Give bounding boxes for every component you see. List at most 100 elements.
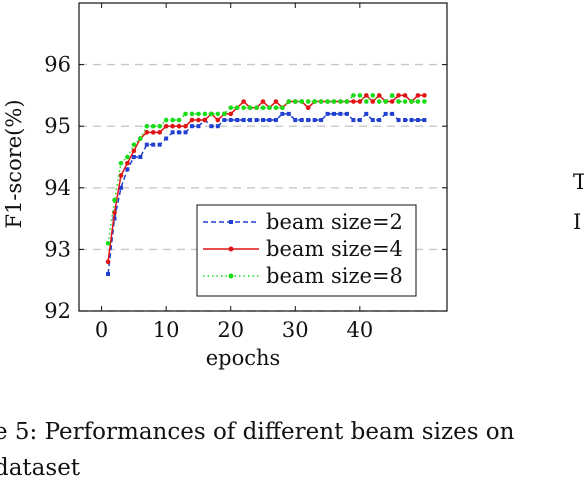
series-3-point (267, 105, 272, 111)
y-axis-label: F1-score(%) (2, 99, 26, 228)
series-3-point (376, 99, 382, 104)
x-axis-label: epochs (206, 346, 281, 370)
series-3-point (176, 117, 182, 123)
series-3-point (389, 93, 395, 98)
series-2-point (273, 99, 279, 104)
plot-frame (78, 2, 448, 312)
series-1-point (312, 118, 317, 123)
chart-figure: 92 93 94 95 96 0 10 20 30 40 F1-score(%) epochs b… (2, 2, 448, 370)
series-1-point (377, 118, 382, 123)
series-3-point (351, 93, 356, 98)
series-1-point (370, 118, 375, 123)
series-1-point (357, 118, 362, 123)
series-2-point (305, 105, 311, 111)
series-3-point (318, 99, 324, 104)
series-2-point (396, 93, 401, 98)
series-1-point (344, 111, 349, 116)
series-1-point (144, 142, 149, 147)
series-2-point (189, 117, 195, 123)
series-1-point (409, 118, 414, 123)
series-3-point (363, 99, 369, 104)
series-1-point (415, 118, 420, 123)
x-tick-label: 0 (95, 318, 108, 342)
series-3-point (396, 99, 401, 104)
series-1-point (319, 118, 324, 123)
series-2-point (163, 123, 169, 129)
series-1-point (183, 130, 188, 135)
y-tick-label: 94 (44, 176, 71, 200)
series-1-point (403, 118, 408, 123)
legend-box (196, 204, 417, 297)
series-3-point (325, 99, 330, 104)
series-3-point (402, 99, 408, 104)
series-1-point (422, 118, 427, 123)
series-2-point (215, 117, 221, 123)
series-3-point (305, 99, 311, 104)
series-2-point (260, 99, 266, 104)
series-lines (105, 93, 427, 277)
y-tick-label: 93 (44, 237, 71, 261)
series-3-point (331, 99, 337, 104)
series-2-point (389, 99, 395, 104)
series-2-point (415, 93, 421, 98)
series-1-point (338, 111, 343, 116)
series-2-point (157, 130, 163, 135)
series-3-point (196, 111, 201, 117)
series-1-point (325, 111, 330, 116)
series-3-point (228, 105, 234, 111)
series-1-point (151, 142, 156, 147)
series-2-point (202, 117, 208, 123)
series-1-point (170, 130, 175, 135)
series-3-point (254, 105, 259, 111)
series-2-point (125, 160, 130, 166)
series-2-point (376, 93, 382, 98)
series-3-point (112, 197, 117, 203)
x-tick-label: 30 (282, 318, 309, 342)
caption-line-2: dataset (0, 455, 81, 481)
right-text-fragment-2: I (573, 210, 582, 234)
series-3-point (209, 111, 214, 117)
series-3-point (370, 93, 376, 98)
series-1-point (293, 118, 298, 123)
series-3-point (273, 105, 279, 111)
series-1-point (351, 118, 356, 123)
y-tick-label: 95 (44, 114, 71, 138)
series-1-point (189, 124, 194, 129)
series-1-point (299, 118, 304, 123)
series-3-point (202, 111, 208, 117)
series-3-point (422, 99, 427, 104)
series-3-point (260, 105, 266, 111)
series-1-point (261, 118, 265, 123)
series-1-point (106, 272, 111, 277)
series-1-point (286, 111, 291, 116)
series-3-point (415, 99, 421, 104)
series-1-point (209, 124, 214, 129)
series-3-point (157, 123, 163, 129)
legend-swatch-marker (228, 246, 234, 252)
series-2-point (150, 130, 156, 135)
tick-labels: 92 93 94 95 96 0 10 20 30 40 (44, 53, 373, 342)
legend: beam size=2 beam size=4 beam size=8 (196, 204, 417, 297)
series-3-point (163, 117, 169, 123)
series-2-point (357, 99, 363, 104)
series-1-point (332, 111, 337, 116)
series-3-point (383, 99, 388, 104)
series-1-point (235, 118, 240, 123)
caption-line-1: e 5: Performances of different beam size… (0, 419, 515, 445)
series-2-point (370, 99, 376, 104)
y-tick-label: 92 (44, 299, 71, 323)
series-3-point (144, 123, 150, 129)
series-1-point (273, 118, 278, 123)
series-1-point (215, 124, 220, 129)
legend-swatch-marker (228, 273, 234, 279)
series-2-point (131, 148, 137, 154)
series-3-point (131, 142, 137, 147)
series-2-point (363, 93, 369, 98)
series-2-point (241, 99, 246, 104)
series-1-point (157, 142, 162, 147)
series-3-point (286, 99, 292, 104)
series-3-point (247, 105, 253, 111)
series-3-point (105, 240, 111, 246)
series-1-point (306, 118, 311, 123)
legend-swatch-marker (229, 220, 233, 224)
